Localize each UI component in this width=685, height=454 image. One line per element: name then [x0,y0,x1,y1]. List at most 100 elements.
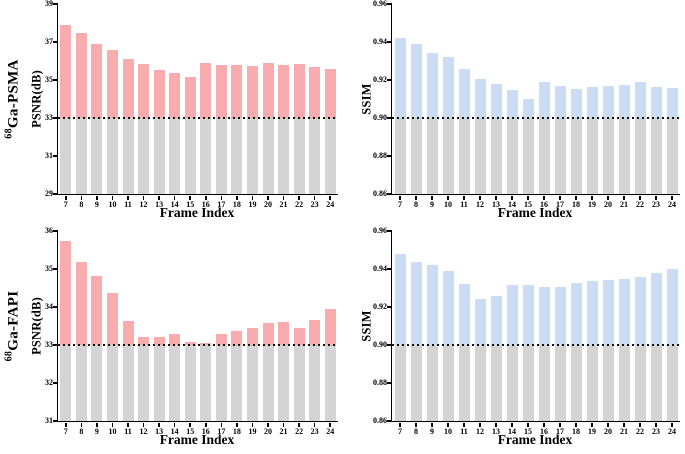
x-axis-tick [447,422,449,427]
x-axis-tick-label: 8 [79,427,84,436]
x-axis-tick-label: 23 [310,200,319,209]
x-axis-tick [623,422,625,427]
bar-segment-above-baseline [458,284,470,345]
bar-segment-below-baseline [215,118,227,194]
bar-segment-below-baseline [75,345,87,421]
bar-segment-above-baseline [410,43,422,118]
bar-segment-above-baseline [138,63,150,118]
plot-area: 29 31 33 35 37 39 7 8 9 10 11 12 13 14 15 16 17 18 19 20 21 2… [45,0,338,209]
bar-segment-below-baseline [490,118,502,194]
x-axis-tick-label: 9 [430,427,434,436]
bar-segment-below-baseline [442,345,454,421]
x-axis-tick-label: 23 [652,427,660,436]
y-axis-label-ssim: SSIM [359,310,374,342]
bar-segment-above-baseline [106,49,118,118]
bar-segment-below-baseline [554,345,566,421]
bar-segment-below-baseline [278,345,290,421]
x-axis-tick [479,422,481,427]
row-label-ga-psma: 68Ga-PSMA [4,59,23,138]
x-axis-tick-label: 14 [508,427,516,436]
x-axis-tick-label: 13 [492,200,500,209]
y-axis-tick-label: 0.94 [373,264,387,273]
x-axis-tick-label: 9 [430,200,434,209]
x-axis-tick-label: 17 [556,427,564,436]
x-axis-tick-label: 9 [94,427,99,436]
bar-segment-below-baseline [309,118,321,194]
bar-segment-above-baseline [618,279,630,345]
y-axis-tick-label: 36 [45,226,53,235]
bar-segment-above-baseline [246,327,258,345]
bar-segment-below-baseline [293,118,305,194]
x-axis-tick-label: 12 [139,427,148,436]
bar-segment-above-baseline [184,77,196,118]
x-axis-tick-label: 24 [326,200,335,209]
x-axis-tick [236,422,238,427]
bar-segment-below-baseline [169,118,181,194]
bar-segment-below-baseline [602,345,614,421]
y-axis-tick-label: 0.96 [373,226,387,235]
bar-segment-below-baseline [324,118,336,194]
y-axis-tick-label: 35 [45,75,53,84]
x-axis-tick-label: 17 [556,200,564,209]
bar-segment-above-baseline [490,83,502,118]
y-axis-tick [387,344,392,346]
x-axis-tick-label: 15 [186,427,195,436]
bar-segment-above-baseline [442,57,454,118]
y-axis-tick [53,117,58,119]
plot-area: 31 32 33 34 35 36 7 8 9 10 11 12 13 14 15 16 17 18 19 20 21 2… [45,226,338,436]
bar-segment-above-baseline [522,285,534,345]
bar-segment-above-baseline [215,333,227,345]
bar-segment-above-baseline [474,79,486,118]
x-axis-tick [639,195,641,200]
x-axis-tick [655,422,657,427]
bar-segment-above-baseline [200,62,212,118]
x-axis-tick-label: 12 [476,200,484,209]
plot-area: 0.86 0.88 0.90 0.92 0.94 0.96 7 8 9 10 11 12 13 14 15 1… [373,0,680,209]
bar-segment-below-baseline [474,118,486,194]
panel-psma-psnr: 68Ga-PSMA PSNR(dB) 29 31 33 35 37 39 7 8 9 10 11 12… [0,0,342,227]
bar-segment-above-baseline [410,262,422,345]
x-axis-tick [127,422,129,427]
y-axis-tick [387,268,392,270]
x-axis-tick-label: 17 [217,427,226,436]
panel-fapi-psnr: 68Ga-FAPI PSNR(dB) 31 32 33 34 35 36 7 8 9 10 11 12… [0,226,342,454]
bar-segment-above-baseline [458,68,470,118]
x-axis-tick [431,195,433,200]
bar-segment-below-baseline [506,118,518,194]
bar-segment-above-baseline [122,59,134,118]
bar-segment-above-baseline [586,281,598,345]
x-axis-tick-label: 10 [444,427,452,436]
y-axis-tick-label: 32 [45,378,53,387]
bar-segment-below-baseline [262,118,274,194]
bar-segment-above-baseline [106,292,118,345]
y-axis-tick [53,230,58,232]
baseline-reference-line [58,117,338,119]
bar-segment-above-baseline [602,85,614,118]
y-axis-tick [387,193,392,195]
x-axis-tick-label: 22 [295,427,304,436]
x-axis-tick [329,422,331,427]
y-axis-tick [387,3,392,5]
bar-segment-above-baseline [91,275,103,345]
x-axis-tick [607,195,609,200]
x-axis-tick-label: 15 [524,200,532,209]
bar-segment-above-baseline [586,86,598,118]
bar-segment-below-baseline [278,118,290,194]
x-axis-tick [511,422,513,427]
bar-segment-below-baseline [650,118,662,194]
x-axis-tick [479,195,481,200]
y-axis-tick-label: 0.92 [373,75,387,84]
x-axis-tick [399,195,401,200]
x-axis-tick [267,422,269,427]
tracer-name: Ga-FAPI [5,290,22,351]
y-axis-tick [53,79,58,81]
bar-segment-above-baseline [394,253,406,345]
x-axis-tick-label: 16 [540,427,548,436]
x-axis-tick [158,422,160,427]
y-axis-tick-label: 31 [45,151,53,160]
y-axis-tick-label: 0.96 [373,0,387,8]
x-axis-tick [559,195,561,200]
y-axis-tick-label: 31 [45,416,53,425]
x-axis-tick-label: 12 [139,200,148,209]
